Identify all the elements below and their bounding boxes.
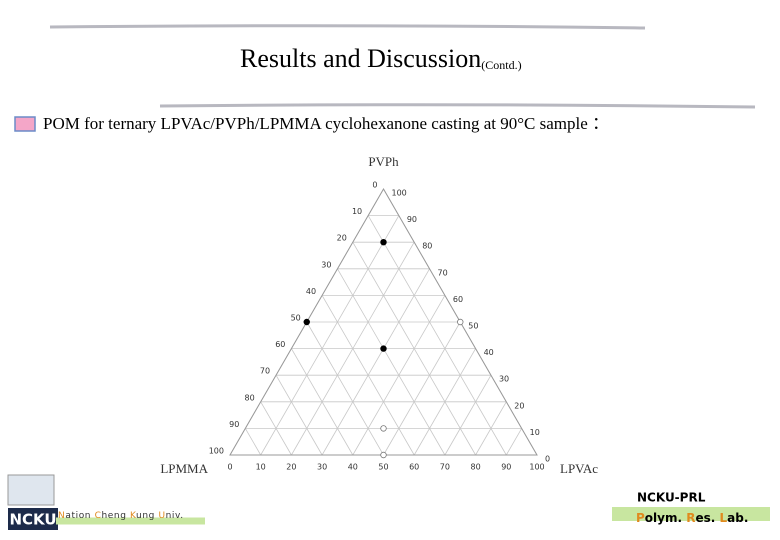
text-part: ab.	[727, 511, 748, 525]
grid-line	[245, 428, 262, 456]
left-axis-label: LPMMA	[160, 461, 208, 476]
right-tick-label: 70	[438, 268, 448, 277]
bottom-tick-label: 100	[529, 463, 544, 472]
grid-line	[367, 215, 507, 456]
left-tick-label: 10	[352, 207, 362, 216]
bottom-tick-label: 10	[256, 463, 266, 472]
text-part: heng	[101, 511, 130, 521]
right-tick-label: 90	[407, 215, 417, 224]
bottom-tick-label: 50	[378, 463, 388, 472]
logo: NCKU	[7, 474, 58, 530]
right-tick-label: 0	[545, 455, 550, 464]
top-axis-label: PVPh	[368, 154, 399, 169]
text-part: U	[158, 511, 165, 521]
title: Results and Discussion(Contd.)	[240, 44, 522, 73]
right-tick-label: 40	[484, 348, 494, 357]
left-tick-label: 90	[229, 420, 239, 429]
title-text: Results and Discussion	[240, 44, 481, 73]
text-part: K	[130, 511, 137, 521]
left-tick-label: 50	[291, 314, 301, 323]
grid-line	[321, 295, 415, 456]
right-axis-label: LPVAc	[560, 461, 598, 476]
logo-band	[8, 508, 58, 530]
data-point	[303, 318, 310, 326]
text-part: ation	[65, 511, 94, 521]
left-tick-label: 60	[275, 340, 285, 349]
title-suffix: (Contd.)	[481, 58, 521, 72]
text-part: L	[720, 511, 728, 525]
grid-line	[321, 268, 430, 456]
left-tick-label: 30	[321, 260, 331, 269]
left-tick-label: 0	[372, 181, 377, 190]
left-tick-label: 80	[245, 393, 255, 402]
right-tick-label: 50	[468, 322, 478, 331]
right-tick-label: 100	[392, 189, 407, 198]
data-point	[380, 425, 387, 432]
grid-line	[352, 242, 476, 456]
lab-name: NCKU-PRL	[637, 491, 706, 505]
text-part: C	[95, 511, 102, 521]
left-tick-label: 100	[209, 447, 224, 456]
header-rule	[49, 24, 646, 30]
grid-line	[337, 268, 446, 456]
data-point	[380, 451, 387, 459]
bullet-icon	[14, 116, 36, 132]
right-tick-label: 80	[422, 242, 432, 251]
logo-text: NCKU	[9, 511, 56, 529]
logo-image	[7, 474, 55, 506]
text-part: P	[636, 511, 645, 525]
data-point	[380, 345, 387, 352]
text-part: ung	[136, 511, 158, 521]
data-point	[380, 238, 387, 246]
right-tick-label: 60	[453, 295, 463, 304]
bottom-tick-label: 0	[227, 463, 232, 472]
text-part: es.	[695, 511, 719, 525]
right-tick-label: 30	[499, 375, 509, 384]
university: Nation Cheng Kung Univ.	[58, 511, 184, 521]
text-part: niv.	[166, 511, 184, 521]
bottom-tick-label: 20	[286, 463, 296, 472]
left-tick-label: 40	[306, 287, 316, 296]
grid-line	[383, 321, 461, 456]
text-part: R	[686, 511, 695, 525]
grid-line	[275, 375, 323, 456]
subtitle: POM for ternary LPVAc/PVPh/LPMMA cyclohe…	[43, 114, 609, 133]
grid-line	[505, 428, 522, 456]
text-part: olym.	[645, 511, 686, 525]
data-point	[457, 318, 464, 326]
bottom-tick-label: 70	[440, 463, 450, 472]
bottom-tick-label: 60	[409, 463, 419, 472]
header-rule	[159, 103, 756, 109]
grid-line	[291, 348, 354, 456]
grid-line	[306, 321, 384, 456]
grid-line	[260, 401, 292, 456]
bottom-tick-label: 90	[501, 463, 511, 472]
bottom-tick-label: 30	[317, 463, 327, 472]
bottom-tick-label: 80	[471, 463, 481, 472]
right-tick-label: 10	[530, 428, 540, 437]
left-tick-label: 20	[337, 234, 347, 243]
bottom-tick-label: 40	[348, 463, 358, 472]
left-tick-label: 70	[260, 367, 270, 376]
lab: Polym. Res. Lab.	[636, 511, 748, 525]
grid-line	[260, 215, 400, 456]
right-tick-label: 20	[514, 401, 524, 410]
grid-line	[444, 375, 492, 456]
text-part: N	[58, 511, 65, 521]
